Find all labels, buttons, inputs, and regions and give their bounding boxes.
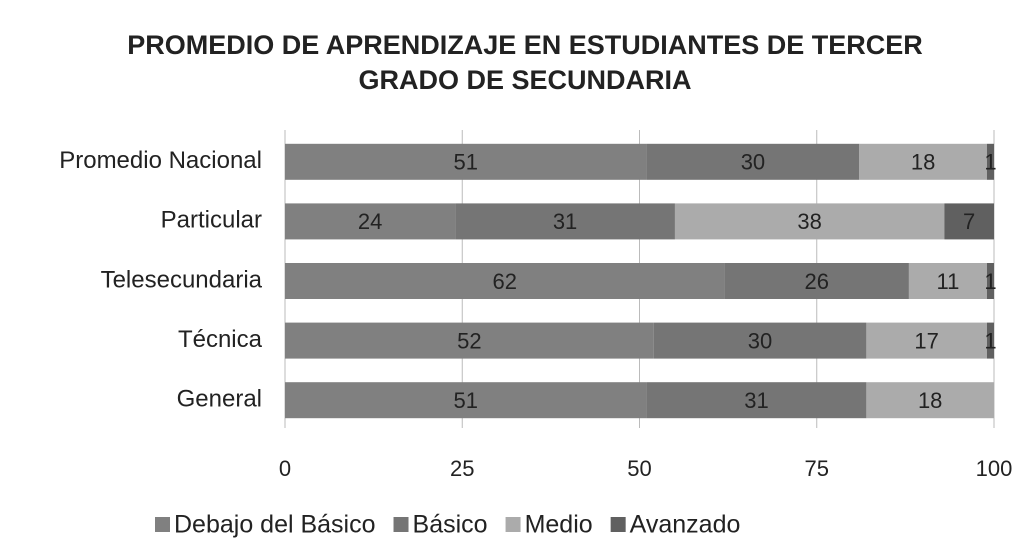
y-tick-label: Telesecundaria xyxy=(101,266,263,293)
data-label: 30 xyxy=(748,328,772,353)
legend-label: Básico xyxy=(413,511,488,539)
bar-segment xyxy=(724,263,909,299)
bar-segment xyxy=(285,322,654,359)
bar-segment xyxy=(866,322,987,359)
bar-segment xyxy=(986,322,994,359)
data-label: 11 xyxy=(936,269,959,294)
bar-segment xyxy=(285,203,456,240)
data-label: 52 xyxy=(457,328,481,353)
x-tick-label: 0 xyxy=(279,456,291,481)
bar-segment xyxy=(866,382,994,419)
x-tick-label: 100 xyxy=(976,456,1013,481)
legend-swatch xyxy=(610,517,626,532)
bar-segment xyxy=(986,143,994,180)
data-label: 1 xyxy=(984,269,996,294)
data-label: 51 xyxy=(454,388,478,413)
data-label: 1 xyxy=(984,328,996,353)
data-label: 18 xyxy=(911,150,935,175)
data-label: 18 xyxy=(918,388,942,413)
bar-segment xyxy=(908,263,987,299)
bar-segment xyxy=(285,263,725,299)
legend-label: Medio xyxy=(525,511,593,539)
bar-segment xyxy=(455,203,675,240)
y-tick-label: Promedio Nacional xyxy=(59,147,262,174)
x-tick-label: 25 xyxy=(450,456,474,481)
bar-segment xyxy=(674,203,945,240)
data-label: 26 xyxy=(805,269,829,294)
bar-segment xyxy=(944,203,994,240)
data-label: 51 xyxy=(454,150,478,175)
data-label: 31 xyxy=(553,209,577,234)
legend-swatch xyxy=(155,517,170,532)
chart-title: PROMEDIO DE APRENDIZAJE EN ESTUDIANTES D… xyxy=(127,30,923,95)
data-label: 17 xyxy=(914,328,938,353)
bar-segment xyxy=(285,143,647,180)
bar-segment xyxy=(986,263,994,299)
data-label: 38 xyxy=(797,209,821,234)
legend-swatch xyxy=(393,517,409,532)
data-label: 1 xyxy=(984,150,996,175)
y-tick-label: General xyxy=(177,386,262,413)
legend-label: Avanzado xyxy=(630,511,741,539)
x-tick-label: 50 xyxy=(627,456,651,481)
data-label: 30 xyxy=(741,150,765,175)
data-label: 24 xyxy=(358,209,382,234)
bar-segment xyxy=(285,382,647,419)
data-label: 62 xyxy=(493,269,517,294)
bar-segment xyxy=(646,143,860,180)
y-tick-label: Particular xyxy=(161,207,262,234)
legend-swatch xyxy=(505,517,521,532)
bar-segment xyxy=(653,322,867,359)
legend-label: Debajo del Básico xyxy=(174,511,376,539)
x-tick-label: 75 xyxy=(805,456,829,481)
data-label: 31 xyxy=(744,388,768,413)
data-label: 7 xyxy=(963,209,975,234)
y-tick-label: Técnica xyxy=(178,326,263,353)
bar-segment xyxy=(646,382,867,419)
bar-segment xyxy=(859,143,987,180)
